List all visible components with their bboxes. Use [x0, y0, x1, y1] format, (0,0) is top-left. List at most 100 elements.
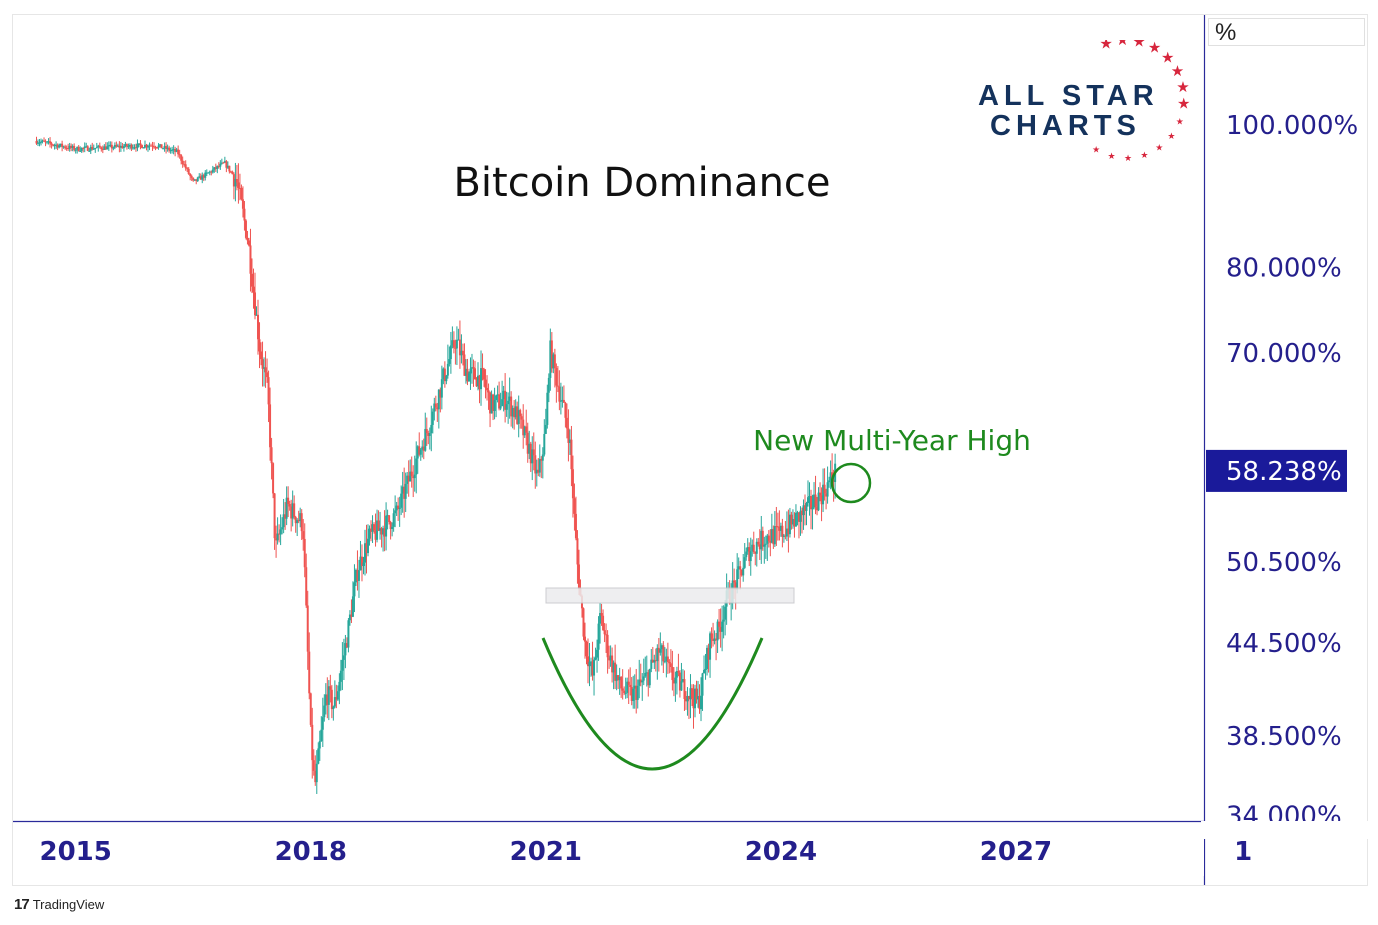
candle-body	[742, 567, 745, 576]
candle-body	[638, 679, 641, 686]
candle-body	[363, 543, 366, 563]
candle-body	[630, 686, 633, 701]
candle-body	[666, 656, 669, 662]
candle-body	[339, 670, 342, 682]
candle-body	[535, 469, 538, 474]
candle-body	[41, 140, 44, 142]
candle-body	[721, 621, 724, 632]
candle-body	[663, 661, 666, 663]
candle-body	[67, 147, 70, 149]
candle-body	[181, 160, 184, 165]
candle-body	[85, 146, 88, 148]
candle-body	[739, 566, 742, 570]
candle-body	[169, 150, 172, 152]
candle-body	[573, 498, 576, 514]
candle-body	[112, 147, 115, 149]
candle-body	[558, 386, 561, 402]
candle-body	[100, 147, 103, 150]
candle-body	[602, 615, 605, 631]
candle-body	[43, 140, 46, 142]
candle-body	[686, 695, 689, 702]
brand-logo: ★ ★ ★ ★ ★ ★ ★ ★ ★ ★ ★ ★ ★ ★ ★ ALL STAR CHARTS	[970, 40, 1202, 170]
candle-body	[159, 144, 162, 146]
candle-body	[379, 528, 382, 531]
candle-body	[674, 677, 677, 684]
candle-body	[675, 670, 678, 678]
candle-body	[733, 580, 736, 583]
candle-body	[752, 544, 755, 553]
candle-body	[303, 538, 306, 568]
candle-body	[199, 176, 202, 180]
candle-body	[288, 504, 291, 507]
candle-body	[187, 168, 190, 175]
candle-body	[133, 147, 136, 149]
candle-body	[370, 528, 373, 532]
tradingview-logo[interactable]: 17 TradingView	[14, 896, 104, 913]
candle-body	[80, 147, 83, 151]
candle-body	[816, 506, 819, 511]
candle-body	[341, 659, 344, 671]
candle-body	[338, 681, 341, 692]
candle-body	[275, 538, 278, 541]
candle-body	[508, 396, 511, 401]
candle-body	[434, 403, 437, 408]
candle-body	[391, 526, 394, 530]
candle-body	[278, 533, 281, 535]
candle-body	[58, 145, 61, 148]
candle-body	[522, 419, 525, 436]
candle-body	[174, 149, 177, 152]
candle-body	[416, 446, 419, 459]
tradingview-label: TradingView	[32, 897, 105, 912]
candle-body	[294, 516, 297, 524]
candle-body	[145, 144, 148, 148]
candle-body	[356, 569, 359, 581]
candle-body	[807, 497, 810, 504]
candle-body	[241, 199, 244, 209]
candle-body	[253, 292, 256, 316]
candle-body	[614, 662, 617, 681]
candle-body	[261, 359, 264, 369]
candle-body	[492, 394, 495, 411]
candle-body	[312, 760, 315, 771]
star-arc-icon: ★ ★ ★ ★★★★★★★★★★★★	[1092, 40, 1190, 164]
candle-body	[305, 567, 308, 606]
candle-body	[127, 146, 130, 148]
candle-body	[745, 551, 748, 558]
candle-body	[427, 432, 430, 436]
candle-body	[626, 681, 629, 693]
candle-body	[648, 668, 651, 686]
candle-body	[52, 144, 55, 146]
candle-body	[442, 368, 445, 380]
candle-body	[374, 530, 377, 540]
scale-mode-toggle[interactable]: %	[1208, 18, 1365, 46]
candle-body	[267, 377, 270, 405]
candle-body	[73, 146, 76, 150]
candle-body	[210, 171, 213, 173]
candle-body	[178, 154, 181, 156]
candle-body	[748, 547, 751, 562]
candle-body	[404, 483, 407, 499]
candle-body	[749, 551, 752, 562]
candle-body	[654, 660, 657, 662]
candle-body	[421, 446, 424, 450]
candle-body	[219, 163, 222, 167]
candle-body	[452, 340, 455, 348]
candle-body	[534, 455, 537, 474]
candle-body	[61, 143, 64, 147]
candle-body	[556, 385, 559, 387]
candle-body	[707, 647, 710, 660]
candle-body	[285, 497, 288, 519]
y-tick-label: 38.500%	[1226, 722, 1342, 752]
candle-body	[413, 474, 416, 479]
candle-body	[47, 141, 50, 143]
candle-body	[82, 147, 85, 149]
candle-body	[736, 569, 739, 590]
candle-body	[618, 676, 621, 681]
candle-body	[77, 146, 80, 151]
x-tick-label: 2021	[510, 837, 582, 867]
candle-body	[706, 647, 709, 669]
candle-body	[237, 182, 240, 188]
candle-body	[357, 570, 360, 581]
candle-body	[819, 492, 822, 496]
